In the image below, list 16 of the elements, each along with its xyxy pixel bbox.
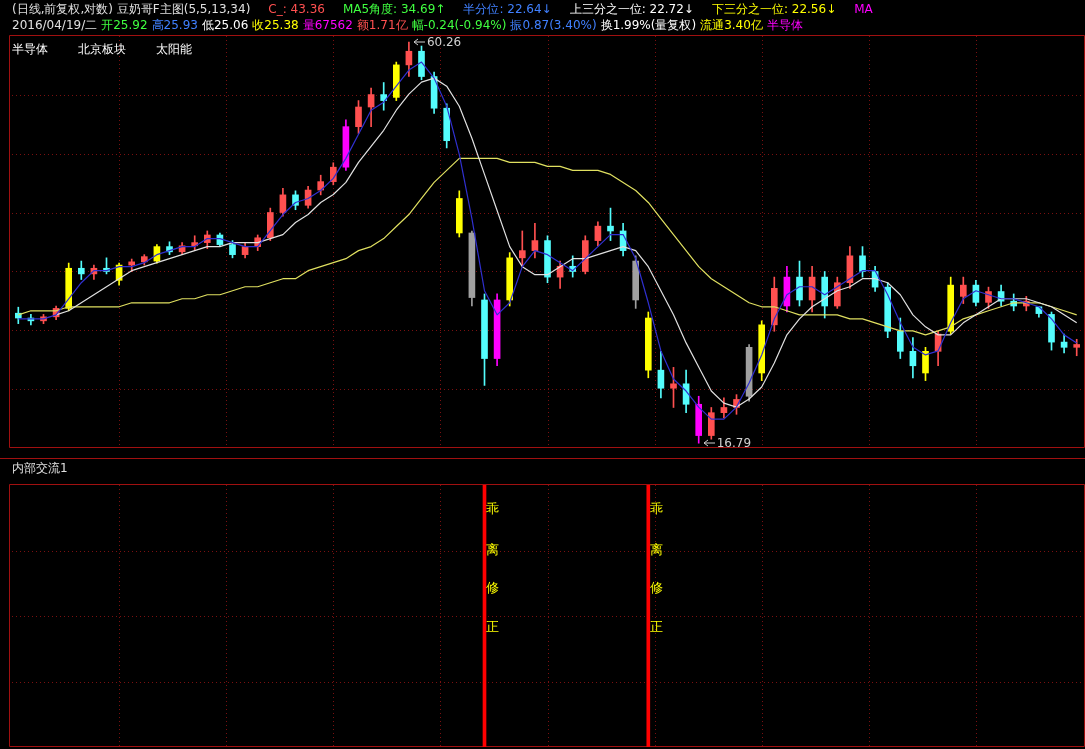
text: C_: 43.36 bbox=[268, 2, 325, 16]
annotation: 16.79 bbox=[716, 436, 752, 451]
annotation: 半导体 bbox=[12, 42, 48, 56]
text: MA5角度: 34.69↑ bbox=[342, 2, 446, 16]
annotation: 乖离修正 bbox=[485, 491, 501, 651]
text: 下三分之一位: 22.56↓ bbox=[711, 2, 837, 16]
chart-title: 内部交流1 bbox=[12, 461, 68, 475]
text: MA bbox=[854, 2, 873, 16]
text: 2016/04/19/二 开25.92 高25.93 低25.06 收25.38 量67562 额1.71亿 幅-0.24(-0.94%) 振0.87(3.40%) 换1.99%(量复权) 流通3.40亿 半导体 bbox=[12, 18, 803, 32]
text: 上三分之一位: 22.72↓ bbox=[569, 2, 694, 16]
text: 半分位: 22.64↓ bbox=[463, 2, 552, 16]
annotation: 北京板块 bbox=[78, 42, 126, 56]
annotation: 60.26 bbox=[426, 35, 462, 50]
chart-title: (日线,前复权,对数) 豆奶哥F主图(5,5,13,34) bbox=[12, 2, 251, 16]
annotation: 太阳能 bbox=[156, 42, 192, 56]
annotation: 乖离修正 bbox=[649, 491, 665, 651]
